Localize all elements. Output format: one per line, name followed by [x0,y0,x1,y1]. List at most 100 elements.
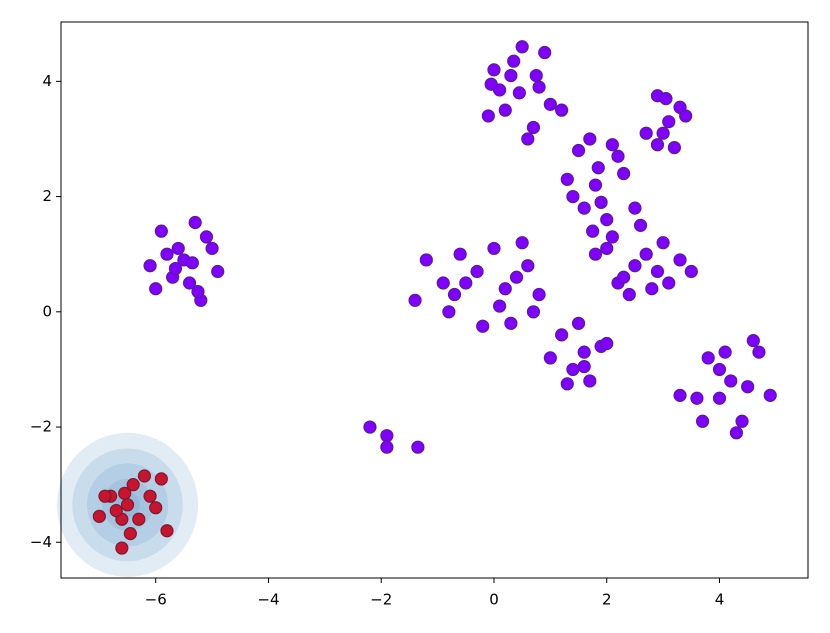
point [137,469,152,483]
point [577,359,591,374]
point [507,54,521,68]
point [594,195,608,209]
x-tick-label: −6 [145,591,167,609]
point [659,92,673,106]
point [560,172,574,186]
point [605,230,619,244]
point [92,509,106,523]
point [182,276,197,290]
x-tick-label: 4 [715,591,725,609]
point [600,241,614,256]
point [645,282,659,296]
point [611,149,625,163]
point [447,287,462,302]
point [617,166,631,181]
point [512,86,526,100]
point [656,236,670,250]
point [712,362,727,377]
point [577,345,591,359]
x-tick-label: −4 [257,591,279,609]
point [436,276,450,290]
point [662,276,676,290]
point [639,126,653,140]
point [149,501,163,515]
point [487,241,501,256]
point [628,259,642,273]
point [538,45,552,60]
point [493,299,507,313]
point [143,489,157,503]
point [591,161,605,175]
point [633,218,648,232]
point [532,80,546,94]
point [504,316,518,330]
point [171,241,185,256]
point [380,440,394,454]
point [679,109,693,123]
plot-frame [60,21,809,579]
point [185,256,199,270]
point [724,374,738,388]
point [684,264,698,279]
point [628,201,642,215]
point [481,109,495,123]
point [543,97,557,111]
point [188,215,202,230]
point [566,362,580,377]
point [408,293,422,307]
point [205,241,219,256]
point [498,103,512,117]
point [712,391,727,405]
point [560,377,574,391]
point [583,374,597,388]
point [571,143,586,158]
point [211,264,225,279]
point [504,68,518,83]
point [622,287,636,302]
point [154,224,168,238]
point [363,420,377,434]
point [476,319,490,333]
point [168,261,183,276]
x-tick-label: 0 [489,591,499,609]
point [695,414,710,428]
point [132,512,146,526]
point [555,328,569,342]
point [484,77,498,91]
point [411,440,425,454]
point [143,259,157,273]
point [741,380,755,394]
point [160,247,174,261]
point [521,259,535,273]
point [380,429,394,443]
point [673,253,687,267]
point [690,391,704,405]
y-tick-label: 2 [42,187,52,205]
point [752,345,766,359]
point [729,426,744,440]
point [509,270,524,284]
point [529,68,543,83]
point [532,287,546,302]
point [199,230,214,244]
point [639,247,653,261]
point [154,472,168,486]
point [701,351,715,365]
point [419,253,433,267]
point [650,138,665,152]
point [617,270,631,284]
point [126,478,140,492]
point [566,189,580,204]
y-tick-label: 4 [42,72,52,90]
point [120,498,135,512]
point [118,486,132,500]
y-tick-label: 0 [42,302,52,320]
point [577,201,591,215]
point [600,336,614,351]
point [588,178,603,192]
point [650,264,665,279]
point [543,351,557,365]
point [487,63,501,77]
point [453,247,467,261]
